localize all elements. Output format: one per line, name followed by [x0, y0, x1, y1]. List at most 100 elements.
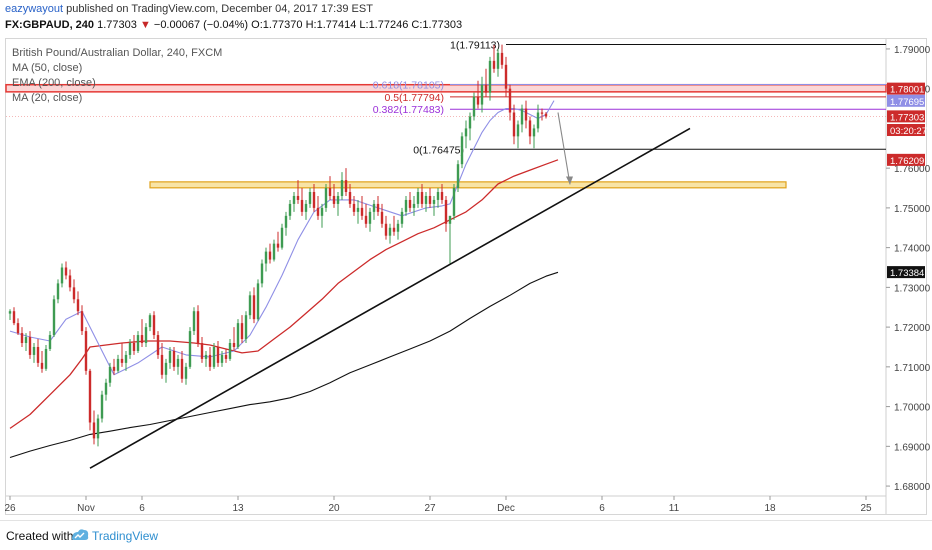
price-label-text: 1.77695: [890, 97, 924, 108]
candle: [344, 180, 348, 192]
legend-ema200[interactable]: EMA (200, close): [12, 77, 96, 89]
price-label-text: 1.73384: [890, 268, 924, 279]
candle: [416, 191, 420, 204]
candle: [396, 223, 400, 232]
candle: [468, 116, 472, 129]
candle: [100, 394, 104, 419]
header-bar: eazywayout published on TradingView.com,…: [0, 0, 932, 36]
candle: [392, 227, 396, 232]
price-tick-label: 1.75000: [894, 204, 931, 215]
candle: [116, 358, 120, 371]
candle: [240, 323, 244, 340]
candle: [48, 335, 52, 349]
fib-level-05-label: 0.5(1.77794): [384, 92, 444, 104]
projection-arrow: [557, 112, 571, 185]
legend-ma20[interactable]: MA (20, close): [12, 92, 83, 104]
candle: [112, 366, 116, 371]
candle: [348, 191, 352, 204]
candle: [248, 295, 252, 316]
price-label-text: 03:20:27: [890, 126, 927, 137]
candle: [96, 418, 100, 439]
candle: [404, 199, 408, 212]
candle: [472, 96, 476, 117]
candle: [444, 199, 448, 224]
candle: [140, 335, 144, 344]
candle: [64, 267, 68, 276]
candle: [56, 283, 60, 300]
candle: [224, 354, 228, 359]
candle: [292, 195, 296, 204]
price-tick-label: 1.68000: [894, 482, 931, 493]
candle: [256, 283, 260, 320]
candle: [144, 327, 148, 344]
candle: [428, 195, 432, 204]
candle: [368, 211, 372, 224]
author-link[interactable]: eazywayout: [5, 3, 64, 15]
candle: [388, 227, 392, 236]
legend-ma50[interactable]: MA (50, close): [12, 62, 83, 74]
candle: [324, 188, 328, 208]
candle: [316, 207, 320, 216]
candle: [16, 323, 20, 334]
candle: [272, 243, 276, 260]
candle: [484, 84, 488, 93]
candle: [280, 227, 284, 248]
fib-level-0382-label: 0.382(1.77483): [373, 104, 444, 116]
last-price: 1.77303: [97, 19, 137, 31]
price-label-box: [887, 266, 925, 279]
time-tick-label: Dec: [497, 503, 515, 514]
candle: [264, 251, 268, 264]
time-tick-label: 11: [669, 503, 680, 514]
candle: [308, 191, 312, 204]
candle: [508, 88, 512, 113]
candle: [332, 195, 336, 204]
time-tick-label: 25: [860, 503, 872, 514]
candle: [120, 358, 124, 363]
candle: [448, 215, 452, 224]
candle: [68, 275, 72, 288]
price-tick-label: 1.69000: [894, 442, 931, 453]
candle: [148, 315, 152, 328]
candle: [208, 354, 212, 367]
candle: [152, 315, 156, 336]
price-label-box: [887, 82, 925, 95]
candle: [276, 243, 280, 248]
candle: [376, 203, 380, 212]
candle: [544, 113, 548, 117]
candle: [364, 215, 368, 224]
candle: [176, 358, 180, 367]
time-tick-label: 26: [4, 503, 16, 514]
support-zone: [149, 181, 787, 189]
candle: [312, 191, 316, 208]
candle: [188, 331, 192, 367]
candle: [244, 315, 248, 340]
candle: [32, 346, 36, 355]
time-tick-label: 6: [139, 503, 145, 514]
price-label-box: [887, 110, 925, 123]
candle: [360, 207, 364, 216]
candle: [436, 191, 440, 200]
price-label-box: [887, 124, 925, 137]
candle: [168, 350, 172, 363]
candle: [192, 311, 196, 332]
legend-title: British Pound/Australian Dollar, 240, FX…: [12, 47, 223, 59]
candle: [488, 60, 492, 93]
tradingview-logo-icon[interactable]: [70, 527, 90, 543]
candle: [232, 343, 236, 347]
candle: [200, 343, 204, 359]
candle: [196, 311, 200, 344]
tradingview-brand[interactable]: TradingView: [92, 529, 159, 543]
candle: [328, 188, 332, 196]
price-chart[interactable]: 1(1.79113) 0.618(1.78105)0.5(1.77794)0.38…: [0, 0, 932, 520]
price-tick-label: 1.70000: [894, 403, 931, 414]
time-tick-label: 20: [328, 503, 340, 514]
candle: [28, 337, 32, 355]
ma50-line: [9, 159, 559, 429]
candle: [528, 120, 532, 137]
candle: [424, 195, 428, 204]
candle: [536, 112, 540, 129]
candle: [20, 333, 24, 344]
candle: [180, 358, 184, 379]
candle: [420, 191, 424, 204]
candle: [76, 299, 80, 312]
